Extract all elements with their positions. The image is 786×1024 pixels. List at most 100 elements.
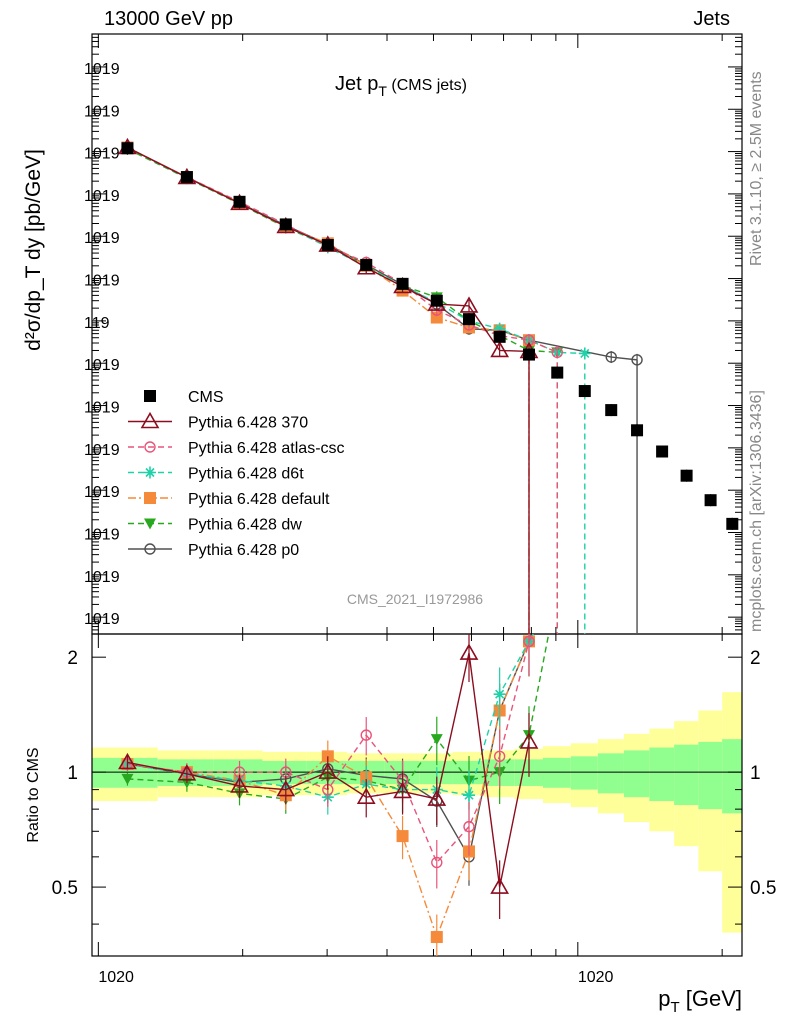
data-point-370 (459, 296, 479, 313)
ratio-point-atlas (493, 750, 506, 763)
ratio-point-370 (393, 781, 412, 799)
svg-text:1019: 1019 (84, 61, 120, 78)
series-p0 (121, 141, 643, 634)
data-point-atlas (551, 346, 563, 359)
legend-label-CMS: CMS (188, 389, 224, 406)
data-point-CMS (463, 313, 476, 326)
band-inner-bin (623, 750, 650, 798)
data-point-370 (490, 340, 510, 358)
ratio-point-370 (318, 762, 338, 779)
ratio-point-370 (177, 764, 197, 781)
data-point-CMS (321, 239, 334, 252)
ratio-point-default (430, 931, 443, 944)
ratio-line-atlas (127, 634, 534, 864)
series-370 (118, 137, 539, 634)
ratio-y-tick-label-right: 2 (750, 648, 761, 669)
ratio-series-370 (118, 634, 539, 919)
watermark-label: CMS_2021_I1972986 (347, 591, 483, 607)
ratio-point-atlas (463, 820, 475, 833)
svg-text:1019: 1019 (84, 442, 120, 459)
ratio-y-tick-label: 2 (67, 648, 78, 669)
legend-label-dw: Pythia 6.428 dw (188, 517, 302, 534)
band-inner-bin (649, 747, 675, 802)
ratio-point-atlas (360, 729, 372, 741)
ratio-point-370 (356, 787, 376, 804)
svg-text:1019: 1019 (84, 484, 120, 501)
svg-text:1019: 1019 (84, 230, 120, 247)
data-point-CMS (121, 142, 134, 155)
ratio-point-370 (519, 732, 539, 749)
svg-text:1019: 1019 (84, 357, 120, 374)
plot-title: Jet pT (CMS jets) (335, 73, 467, 99)
ratio-point-370 (230, 776, 249, 793)
data-point-CMS (430, 294, 443, 307)
data-point-CMS (233, 195, 246, 208)
svg-text:1020: 1020 (578, 969, 614, 986)
series-default (121, 141, 535, 634)
data-point-atlas (523, 334, 535, 346)
svg-text:1019: 1019 (84, 103, 120, 120)
svg-text:1019: 1019 (84, 400, 120, 417)
ratio-y-tick-label: 0.5 (52, 878, 78, 899)
ratio-point-d6t (463, 789, 476, 802)
ratio-point-370 (118, 752, 137, 770)
data-point-p0 (605, 351, 617, 363)
data-point-p0 (631, 354, 643, 366)
ratio-point-dw (121, 773, 134, 785)
legend-marker-default (144, 492, 156, 504)
data-point-CMS (522, 348, 535, 361)
ratio-point-atlas (431, 856, 443, 869)
legend: CMS Pythia 6.428 370 Pythia 6.428 atlas-cs… (128, 389, 345, 559)
series-CMS (121, 142, 739, 530)
legend-marker-CMS (144, 390, 156, 402)
data-point-CMS (680, 469, 693, 482)
band-inner-bin (597, 753, 624, 794)
ratio-point-atlas (523, 635, 535, 648)
ratio-line-dw (127, 634, 550, 800)
legend-label-d6t: Pythia 6.428 d6t (188, 466, 304, 483)
ratio-point-p0 (606, 288, 616, 298)
ratio-y-tick-label-right: 1 (750, 763, 761, 784)
band-inner-bin (674, 744, 699, 806)
series-atlas (121, 141, 563, 634)
legend-marker-atlas (144, 441, 156, 453)
band-inner-bin (542, 757, 571, 788)
x-axis-title: pT [GeV] (658, 986, 742, 1016)
ratio-y-tick-label: 1 (67, 763, 78, 784)
data-point-CMS (279, 218, 292, 231)
data-point-CMS (551, 366, 564, 379)
data-point-CMS (726, 517, 739, 530)
ratio-point-370 (276, 779, 296, 797)
data-point-d6t (578, 347, 591, 360)
legend-label-p0: Pythia 6.428 p0 (188, 542, 299, 559)
svg-text:1019: 1019 (84, 569, 120, 586)
ratio-axis-title: Ratio to CMS (25, 747, 42, 842)
data-point-CMS (704, 494, 717, 507)
legend-marker-370 (140, 411, 160, 429)
legend-marker-p0 (144, 543, 156, 555)
ratio-point-p0 (632, 132, 642, 142)
x-axis-ticks (97, 34, 723, 956)
y-axis-title: d²σ/dp_T dy [pb/GeV] (22, 149, 45, 351)
series-line-d6t (127, 146, 585, 355)
data-point-CMS (396, 277, 409, 290)
ratio-line-d6t (127, 634, 534, 798)
data-point-CMS (578, 385, 591, 398)
ratio-point-370 (459, 643, 479, 660)
data-point-CMS (605, 404, 618, 417)
ratio-plot-frame (91, 633, 743, 957)
legend-marker-d6t (144, 466, 156, 479)
data-point-CMS (656, 445, 669, 458)
data-point-CMS (180, 171, 193, 184)
ratio-uncertainty-bands (92, 692, 742, 933)
ratio-point-default (396, 830, 409, 843)
data-point-CMS (493, 330, 506, 343)
legend-label-default: Pythia 6.428 default (188, 491, 330, 508)
ratio-y-tick-label-right: 0.5 (750, 878, 776, 899)
data-point-CMS (631, 424, 644, 437)
series-d6t (121, 141, 591, 634)
svg-text:119: 119 (84, 315, 110, 332)
band-inner-bin (570, 756, 598, 790)
ratio-point-370 (490, 877, 510, 894)
header-left-label: 13000 GeV pp (104, 8, 233, 30)
